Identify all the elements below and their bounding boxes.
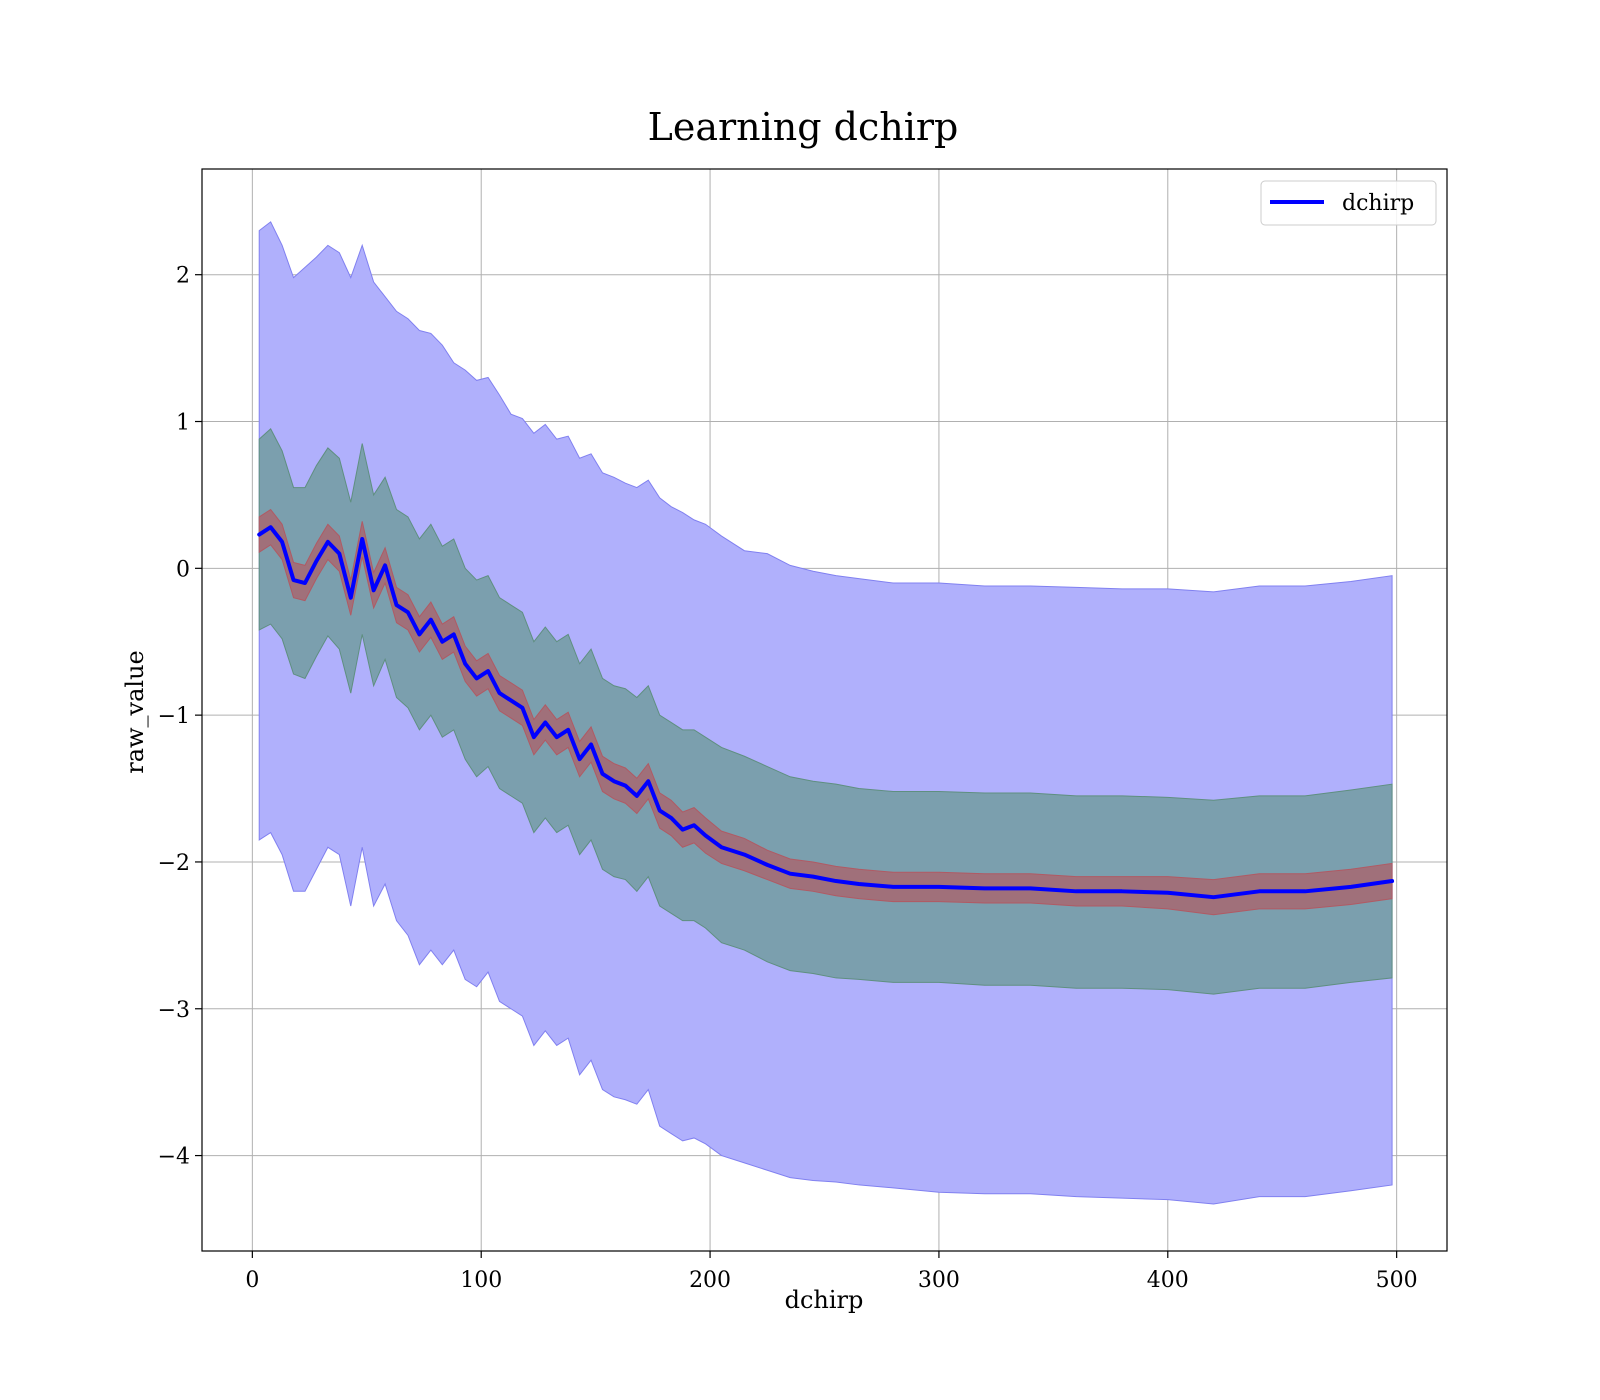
chart-title: Learning dchirp (648, 105, 959, 149)
plot-frame (201, 168, 1448, 1252)
confidence-bands (258, 221, 1393, 1205)
legend-entry-dchirp: dchirp (1342, 191, 1414, 216)
inner-band (258, 508, 1393, 916)
x-axis-ticks: 0 100 200 300 400 500 (245, 1251, 1418, 1293)
y-tick-label: −2 (158, 851, 190, 876)
series-lines (257, 525, 1395, 900)
y-axis-label: raw_value (121, 650, 149, 774)
y-tick-label: −1 (158, 704, 190, 729)
y-tick-label: 1 (176, 411, 190, 436)
legend-box (1260, 180, 1437, 226)
y-tick-label: −3 (158, 998, 190, 1023)
y-tick-label: 2 (176, 264, 190, 289)
series-line-dchirp (257, 525, 1395, 900)
y-tick-label: −4 (158, 1145, 190, 1170)
x-tick-label: 200 (689, 1268, 731, 1293)
x-tick-label: 300 (918, 1268, 960, 1293)
legend: dchirp (1260, 180, 1437, 226)
x-tick-label: 0 (245, 1268, 259, 1293)
x-tick-label: 100 (460, 1268, 502, 1293)
y-tick-label: 0 (176, 557, 190, 582)
y-axis-ticks: −4 −3 −2 −1 0 1 2 (158, 264, 202, 1170)
x-tick-label: 500 (1376, 1268, 1418, 1293)
middle-band (258, 428, 1393, 995)
x-axis-label: dchirp (785, 1286, 864, 1314)
x-tick-label: 400 (1147, 1268, 1189, 1293)
